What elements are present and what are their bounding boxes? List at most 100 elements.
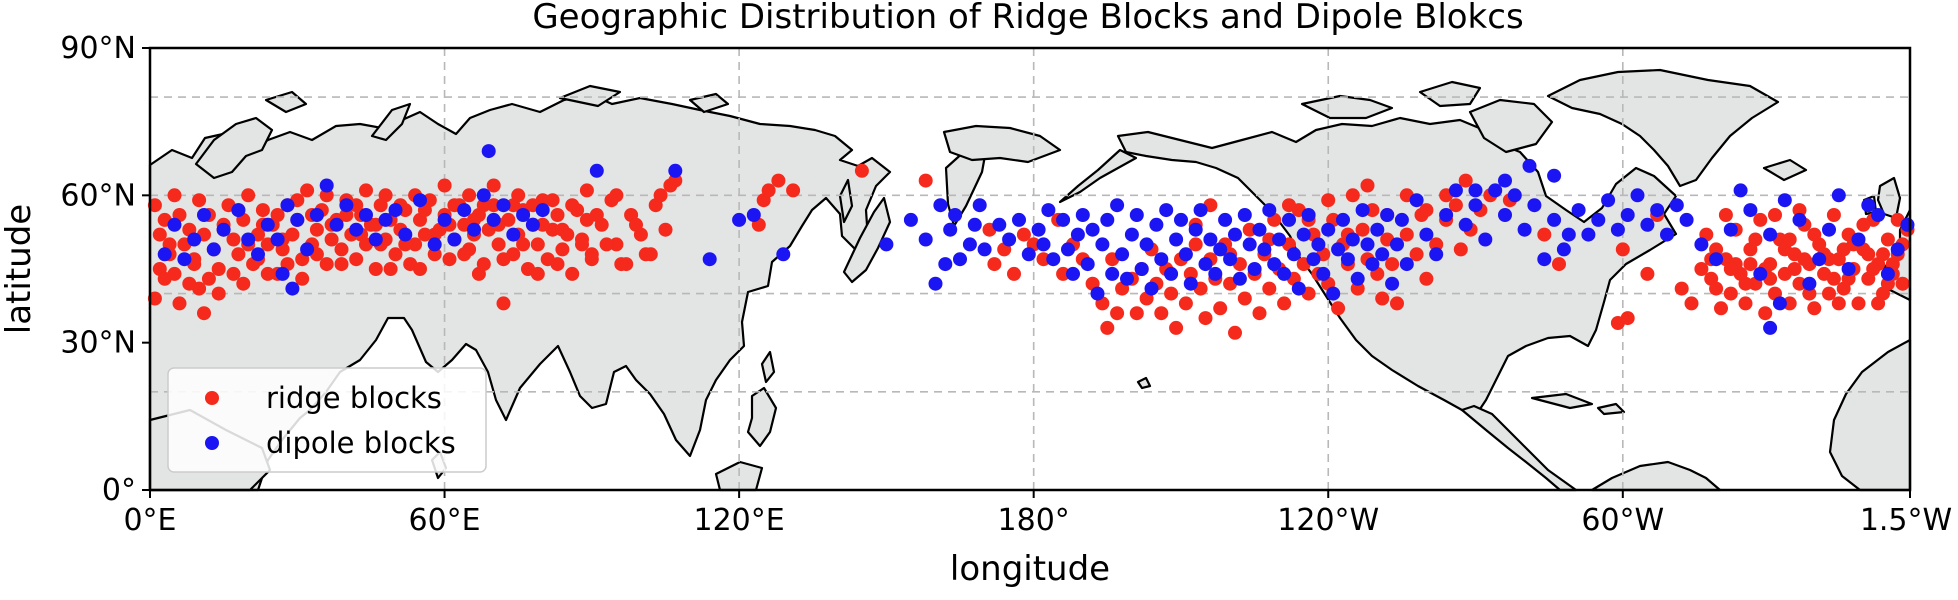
dipole-block-point — [1286, 247, 1301, 262]
ridge-block-point — [1709, 281, 1724, 296]
x-axis-label: longitude — [950, 549, 1110, 589]
dipole-block-point — [746, 208, 761, 222]
ridge-block-point — [1714, 301, 1728, 316]
ridge-block-point — [1787, 262, 1802, 276]
dipole-block-point — [506, 227, 521, 242]
dipole-block-point — [1080, 257, 1095, 272]
dipole-block-point — [309, 208, 324, 222]
dipole-block-point — [918, 232, 933, 247]
ridge-block-point — [388, 247, 403, 262]
dipole-block-point — [1547, 212, 1562, 227]
ridge-block-point — [1753, 212, 1768, 227]
dipole-block-point — [1498, 173, 1512, 188]
dipole-block-point — [516, 208, 531, 222]
x-tick-label: 120°W — [1277, 503, 1379, 538]
dipole-block-point — [427, 237, 442, 252]
dipole-block-point — [1232, 271, 1247, 286]
ridge-block-point — [1169, 320, 1184, 335]
dipole-block-point — [933, 198, 948, 213]
ridge-block-point — [668, 173, 683, 188]
ridge-block-point — [1448, 198, 1463, 213]
ridge-block-point — [1748, 232, 1763, 247]
dipole-block-point — [1763, 320, 1778, 335]
dipole-block-point — [1880, 266, 1895, 281]
ridge-block-point — [295, 271, 310, 286]
y-tick-label: 60°N — [60, 178, 136, 213]
dipole-block-point — [1129, 208, 1144, 222]
dipole-block-point — [1311, 237, 1326, 252]
ridge-block-point — [761, 183, 776, 198]
x-tick-label: 0°E — [123, 503, 176, 538]
ridge-block-point — [383, 262, 398, 276]
dipole-block-point — [1350, 271, 1365, 286]
dipole-block-point — [1871, 208, 1886, 222]
dipole-block-point — [1630, 188, 1645, 203]
dipole-block-point — [962, 237, 977, 252]
ridge-block-point — [1861, 247, 1876, 262]
dipole-block-point — [167, 217, 182, 232]
dipole-block-point — [1277, 266, 1292, 281]
dipole-block-point — [1601, 193, 1616, 208]
dipole-block-point — [1841, 262, 1856, 276]
dipole-block-point — [992, 217, 1007, 232]
dipole-block-point — [1031, 222, 1046, 237]
dipole-block-point — [1345, 232, 1360, 247]
dipole-block-point — [1267, 257, 1282, 272]
x-tick-label: 60°W — [1581, 503, 1664, 538]
ridge-block-point — [1164, 286, 1179, 301]
dipole-block-point — [1439, 208, 1454, 222]
ridge-block-point — [918, 173, 933, 188]
sakhalin — [838, 178, 854, 224]
dipole-block-point — [1498, 208, 1512, 222]
ridge-block-point — [300, 183, 315, 198]
dipole-block-point — [1900, 217, 1915, 232]
dipole-block-point — [1370, 222, 1385, 237]
dipole-block-point — [1247, 262, 1262, 276]
ridge-block-point — [211, 286, 226, 301]
y-tick-label: 90°N — [60, 31, 136, 66]
ridge-block-point — [201, 271, 216, 286]
dipole-block-point — [1075, 208, 1090, 222]
ridge-block-point — [629, 217, 643, 232]
ridge-block-point — [1350, 281, 1365, 296]
dipole-block-point — [359, 208, 373, 222]
dipole-block-point — [1120, 271, 1134, 286]
ridge-block-point — [535, 217, 550, 232]
ridge-block-point — [457, 247, 472, 262]
dipole-block-point — [1822, 222, 1836, 237]
ridge-block-point — [1252, 306, 1267, 321]
ridge-block-point — [511, 188, 526, 203]
ridge-block-point — [417, 227, 432, 242]
dipole-block-point — [1763, 227, 1778, 242]
legend: ridge blocks dipole blocks — [167, 367, 487, 473]
ridge-block-point — [226, 266, 241, 281]
ridge-block-point — [1718, 208, 1733, 222]
dipole-block-point — [977, 242, 992, 257]
taiwan — [760, 350, 776, 384]
new-siberian-islands — [688, 92, 730, 114]
ridge-block-point — [1684, 296, 1699, 311]
ridge-block-point — [319, 188, 334, 203]
hawaii — [1136, 376, 1152, 390]
iceland — [1762, 158, 1808, 182]
ridge-block-point — [231, 247, 246, 262]
dipole-block-point — [251, 247, 265, 262]
dipole-block-point — [1660, 227, 1674, 242]
ridge-block-point — [462, 188, 477, 203]
ridge-block-point — [1768, 208, 1782, 222]
ridge-block-point — [1453, 242, 1468, 257]
x-tick-label: 120°E — [694, 503, 785, 538]
dipole-block-point — [1041, 203, 1056, 218]
ridge-block-point — [334, 257, 349, 272]
dipole-block-point — [1753, 266, 1768, 281]
ridge-block-point — [368, 262, 383, 276]
ridge-block-point — [1331, 301, 1346, 316]
dipole-block-point — [1115, 247, 1130, 262]
dipole-block-point — [1517, 222, 1532, 237]
dipole-block-point — [1242, 237, 1257, 252]
ridge-block-point — [1458, 173, 1473, 188]
dipole-block-point — [206, 242, 221, 257]
dipole-block-point — [1468, 198, 1483, 213]
ridge-block-point — [1826, 208, 1841, 222]
dipole-block-point — [967, 217, 982, 232]
